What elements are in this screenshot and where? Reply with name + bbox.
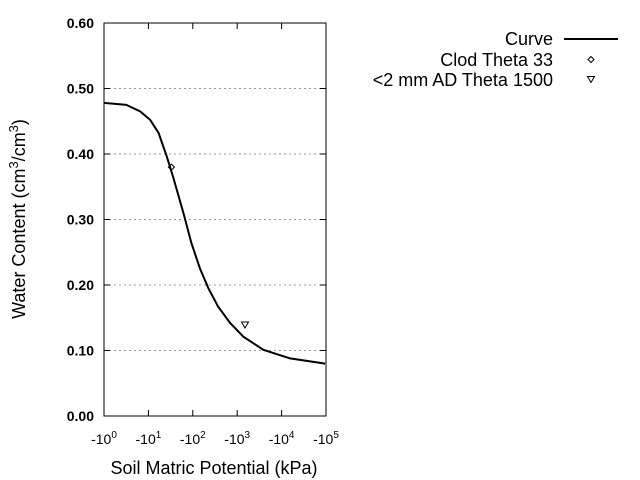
x-tick-label: -101 xyxy=(136,430,162,447)
x-axis-label: Soil Matric Potential (kPa) xyxy=(110,458,317,478)
legend-triangle-icon xyxy=(586,76,596,84)
data-point-triangle-down xyxy=(240,321,250,329)
x-tick-label: -103 xyxy=(224,430,250,447)
x-tick-label: -105 xyxy=(313,430,339,447)
y-tick-label: 0.50 xyxy=(67,81,94,97)
legend-diamond-icon xyxy=(587,55,595,64)
y-tick-label: 0.10 xyxy=(67,343,94,359)
series-line-curve xyxy=(103,101,326,365)
y-tick-label: 0.20 xyxy=(67,277,94,293)
markers xyxy=(167,163,250,329)
x-tick-label: -100 xyxy=(91,430,117,447)
legend-label-theta1500: <2 mm AD Theta 1500 xyxy=(373,70,553,90)
grid xyxy=(104,88,326,351)
x-tick-label: -102 xyxy=(180,430,206,447)
ticks: 0.00 0.10 0.20 0.30 0.40 0.50 0.60 -100 -101 -102… xyxy=(67,15,340,447)
y-tick-label: 0.30 xyxy=(67,212,94,228)
data-point-diamond xyxy=(167,163,176,171)
y-tick-label: 0.40 xyxy=(67,146,94,162)
y-axis-label: Water Content (cm3/cm3) xyxy=(6,119,29,319)
legend-label-curve: Curve xyxy=(505,29,553,49)
legend: Curve Clod Theta 33 <2 mm AD Theta 1500 xyxy=(373,29,618,90)
y-tick-label: 0.60 xyxy=(67,15,94,31)
y-tick-label: 0.00 xyxy=(67,408,94,424)
legend-label-clod: Clod Theta 33 xyxy=(440,50,553,70)
x-tick-label: -104 xyxy=(269,430,295,447)
